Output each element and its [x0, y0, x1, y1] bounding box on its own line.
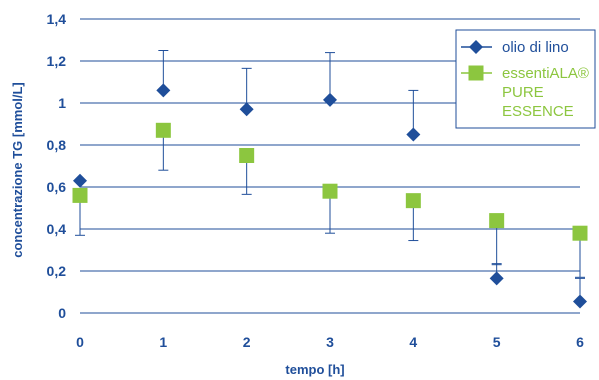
- data-point-diamond: [239, 102, 254, 117]
- data-point-square: [72, 187, 88, 203]
- y-tick-label: 1,2: [47, 53, 67, 69]
- y-axis-title: concentrazione TG [mmol/L]: [10, 82, 25, 258]
- legend-label: essentiALA®: [502, 65, 589, 82]
- data-point-square: [405, 193, 421, 209]
- data-point-diamond: [156, 83, 171, 98]
- data-point-square: [572, 225, 588, 241]
- x-tick-label: 5: [493, 334, 501, 350]
- legend: olio di lino essentiALA® PURE ESSENCE: [455, 29, 596, 129]
- data-points: [72, 83, 588, 309]
- data-point-diamond: [489, 271, 504, 286]
- y-tick-label: 0,4: [47, 221, 67, 237]
- data-point-square: [155, 122, 171, 138]
- x-tick-label: 6: [576, 334, 584, 350]
- y-tick-label: 0,2: [47, 263, 67, 279]
- x-tick-label: 3: [326, 334, 334, 350]
- data-point-diamond: [573, 294, 587, 309]
- data-point-square: [489, 213, 505, 229]
- legend-label: olio di lino: [502, 39, 569, 56]
- data-point-square: [239, 148, 255, 163]
- x-tick-label: 0: [76, 334, 84, 350]
- data-point-diamond: [73, 173, 87, 188]
- x-tick-labels: 0 1 2 3 4 5 6: [76, 334, 584, 350]
- legend-label: ESSENCE: [502, 103, 574, 120]
- y-tick-label: 1: [58, 95, 66, 111]
- x-tick-label: 1: [159, 334, 167, 350]
- y-tick-labels: 0 0,2 0,4 0,6 0,8 1 1,2 1,4: [47, 11, 67, 321]
- y-tick-label: 0,6: [47, 179, 67, 195]
- data-point-square: [322, 183, 338, 199]
- y-tick-label: 0,8: [47, 137, 67, 153]
- data-point-diamond: [406, 127, 421, 142]
- x-tick-label: 2: [243, 334, 251, 350]
- data-point-diamond: [323, 92, 337, 107]
- y-tick-label: 1,4: [47, 11, 67, 27]
- legend-label: PURE: [502, 84, 544, 101]
- legend-marker-square: [468, 65, 484, 81]
- x-tick-label: 4: [409, 334, 417, 350]
- legend-marker-diamond: [469, 40, 483, 54]
- y-tick-label: 0: [58, 305, 66, 321]
- x-axis-title: tempo [h]: [285, 362, 344, 377]
